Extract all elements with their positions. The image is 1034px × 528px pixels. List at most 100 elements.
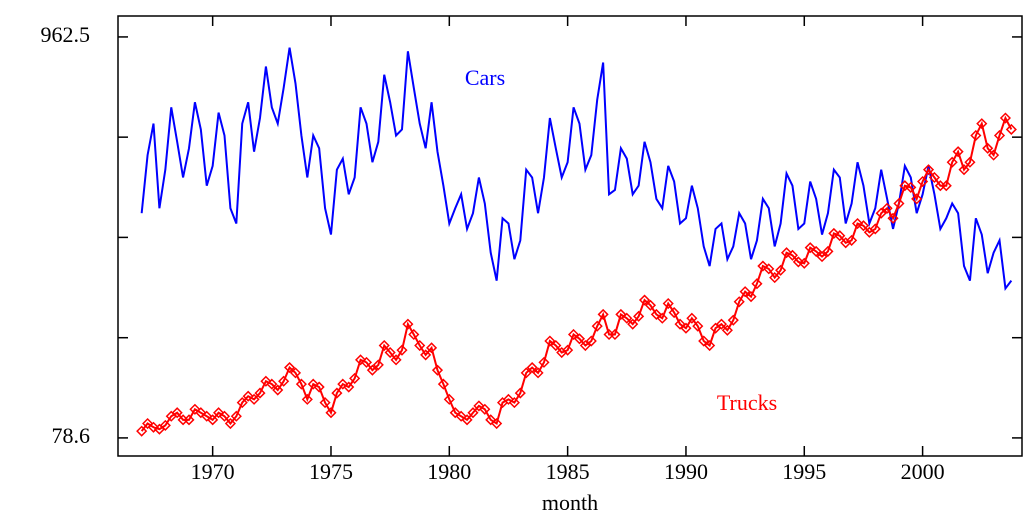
point-marker: [733, 296, 745, 308]
point-marker: [609, 328, 621, 341]
point-marker: [183, 414, 195, 426]
point-marker: [384, 346, 396, 359]
point-marker: [396, 344, 408, 356]
point-marker: [349, 372, 361, 384]
point-marker: [893, 197, 905, 210]
point-marker: [562, 344, 574, 356]
point-marker: [544, 335, 556, 347]
point-marker: [319, 397, 331, 409]
point-marker: [491, 417, 503, 430]
point-marker: [846, 234, 858, 246]
point-marker: [325, 407, 337, 419]
point-marker: [857, 220, 870, 232]
point-marker: [142, 417, 154, 430]
point-marker: [573, 333, 586, 345]
point-marker: [591, 320, 603, 332]
point-marker: [372, 359, 384, 371]
point-marker: [526, 361, 538, 374]
point-marker: [650, 308, 662, 320]
point-marker: [638, 294, 651, 306]
point-marker: [798, 257, 810, 269]
point-marker: [431, 364, 444, 376]
point-marker: [147, 421, 160, 433]
point-marker: [656, 312, 668, 324]
series-line: [140, 115, 1013, 432]
point-marker: [307, 378, 319, 390]
point-marker: [692, 320, 704, 332]
point-marker: [615, 308, 627, 320]
point-marker: [201, 410, 213, 422]
point-marker: [698, 335, 710, 347]
point-marker: [875, 207, 887, 219]
point-marker: [668, 307, 680, 319]
point-marker: [266, 378, 278, 390]
point-marker: [763, 263, 775, 275]
point-marker: [502, 393, 515, 405]
point-marker: [443, 393, 455, 405]
point-marker: [1005, 123, 1017, 136]
point-marker: [680, 322, 692, 334]
point-marker: [917, 175, 929, 188]
point-marker: [786, 249, 799, 261]
point-marker: [810, 245, 822, 257]
point-marker: [378, 339, 390, 352]
point-marker: [662, 297, 674, 310]
point-marker: [402, 318, 414, 330]
point-marker: [360, 356, 373, 368]
point-marker: [982, 142, 994, 154]
point-marker: [301, 393, 313, 405]
point-marker: [911, 193, 923, 205]
point-marker: [485, 414, 497, 426]
point-marker: [224, 417, 236, 430]
point-marker: [479, 403, 491, 415]
point-marker: [218, 410, 231, 422]
point-marker: [834, 230, 846, 242]
point-marker: [236, 397, 248, 409]
point-marker: [414, 339, 426, 352]
point-marker: [745, 291, 757, 303]
point-marker: [822, 245, 834, 257]
point-marker: [899, 180, 911, 192]
point-marker: [674, 318, 686, 330]
point-marker: [455, 410, 467, 422]
point-marker: [213, 407, 225, 419]
point-marker: [757, 260, 769, 272]
point-marker: [775, 264, 787, 276]
point-marker: [260, 375, 272, 387]
point-marker: [355, 354, 367, 366]
point-marker: [928, 171, 941, 184]
point-marker: [254, 387, 266, 399]
point-marker: [769, 272, 781, 284]
x-axis-label: month: [542, 490, 598, 515]
point-marker: [869, 223, 881, 235]
point-marker: [159, 419, 171, 431]
point-marker: [467, 407, 479, 419]
x-tick-label: 2000: [901, 459, 945, 484]
x-tick-label: 1970: [191, 459, 235, 484]
point-marker: [520, 367, 532, 379]
point-marker: [295, 378, 307, 390]
x-tick-label: 1980: [427, 459, 471, 484]
point-marker: [242, 390, 254, 402]
point-marker: [633, 310, 645, 322]
point-marker: [851, 217, 864, 230]
point-marker: [425, 342, 438, 354]
point-marker: [207, 414, 219, 426]
series-line: [140, 47, 1013, 291]
point-marker: [715, 318, 728, 330]
point-marker: [171, 407, 183, 419]
point-marker: [189, 403, 201, 415]
point-marker: [567, 328, 580, 341]
point-marker: [195, 407, 207, 419]
point-marker: [272, 384, 284, 396]
point-marker: [922, 164, 935, 176]
point-marker: [627, 318, 639, 330]
point-marker: [686, 312, 698, 324]
point-marker: [704, 339, 716, 352]
point-marker: [408, 328, 420, 341]
y-tick-label: 78.6: [52, 423, 91, 448]
point-marker: [804, 242, 816, 254]
point-marker: [248, 393, 260, 405]
point-marker: [597, 308, 609, 320]
series-label: Trucks: [717, 390, 777, 415]
